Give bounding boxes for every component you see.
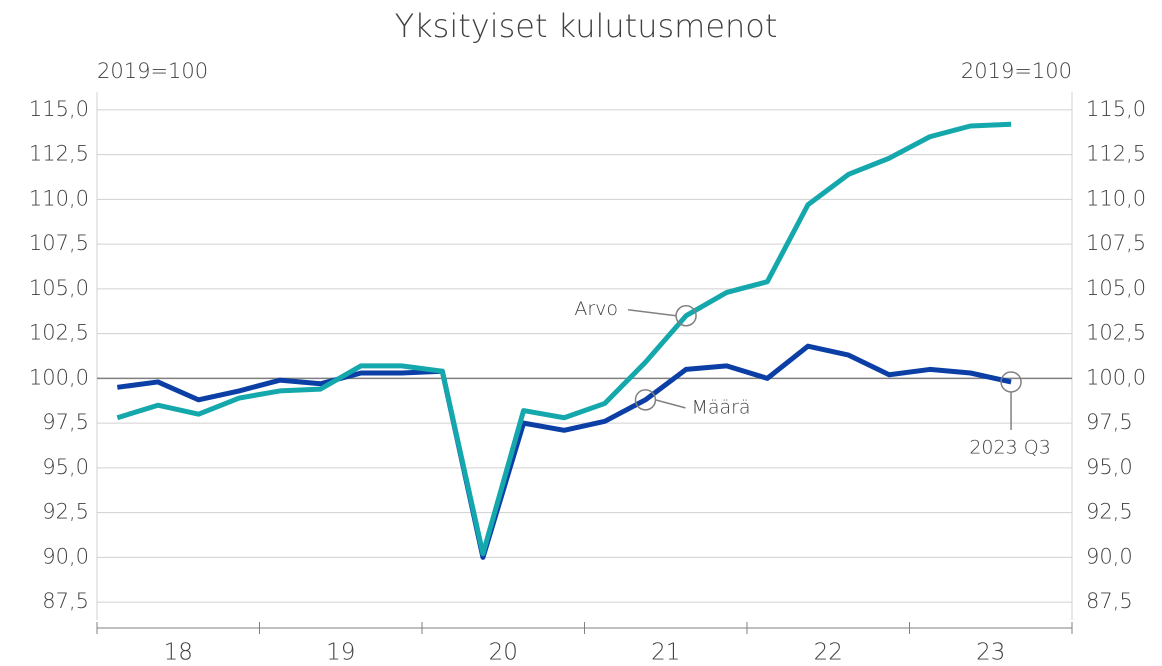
annotation-leader (627, 308, 677, 317)
y2-tick-label: 115,0 (1086, 97, 1146, 121)
y-axis-label: 2019=100 (97, 59, 208, 83)
y-tick-label: 107,5 (29, 231, 89, 255)
y2-tick-label: 95,0 (1086, 455, 1133, 479)
y-tick-label: 102,5 (29, 321, 89, 345)
x-tick-label: 23 (976, 640, 1005, 666)
y-tick-label: 97,5 (42, 410, 89, 434)
series-line (116, 343, 1012, 560)
x-tick-label: 22 (814, 640, 843, 666)
y2-tick-label: 112,5 (1086, 142, 1146, 166)
y-tick-label: 100,0 (29, 365, 89, 389)
y-tick-label: 90,0 (42, 544, 89, 568)
x-tick-label: 20 (489, 640, 518, 666)
annotation-text: 2023 Q3 (969, 436, 1050, 458)
y-tick-label: 115,0 (29, 97, 89, 121)
y-tick-label: 87,5 (42, 589, 89, 613)
y2-tick-label: 92,5 (1086, 500, 1133, 524)
y2-tick-label: 110,0 (1086, 186, 1146, 210)
x-tick-label: 21 (651, 640, 680, 666)
y-tick-label: 95,0 (42, 455, 89, 479)
y2-tick-label: 105,0 (1086, 276, 1146, 300)
annotation-leader (655, 399, 686, 409)
y2-tick-label: 87,5 (1086, 589, 1133, 613)
y2-tick-label: 102,5 (1086, 321, 1146, 345)
y2-tick-label: 90,0 (1086, 544, 1133, 568)
y2-tick-label: 100,0 (1086, 365, 1146, 389)
y-tick-label: 112,5 (29, 142, 89, 166)
y2-tick-label: 97,5 (1086, 410, 1133, 434)
y-tick-label: 92,5 (42, 500, 89, 524)
y-tick-label: 110,0 (29, 186, 89, 210)
y2-tick-label: 107,5 (1086, 231, 1146, 255)
annotation-text: Arvo (574, 298, 618, 320)
y2-axis-label: 2019=100 (961, 59, 1072, 83)
annotation-text: Määrä (691, 396, 750, 418)
series-line (116, 121, 1012, 557)
x-tick-label: 18 (164, 640, 193, 666)
chart-title: Yksityiset kulutusmenot (395, 7, 778, 45)
x-tick-label: 19 (326, 640, 355, 666)
y-tick-label: 105,0 (29, 276, 89, 300)
